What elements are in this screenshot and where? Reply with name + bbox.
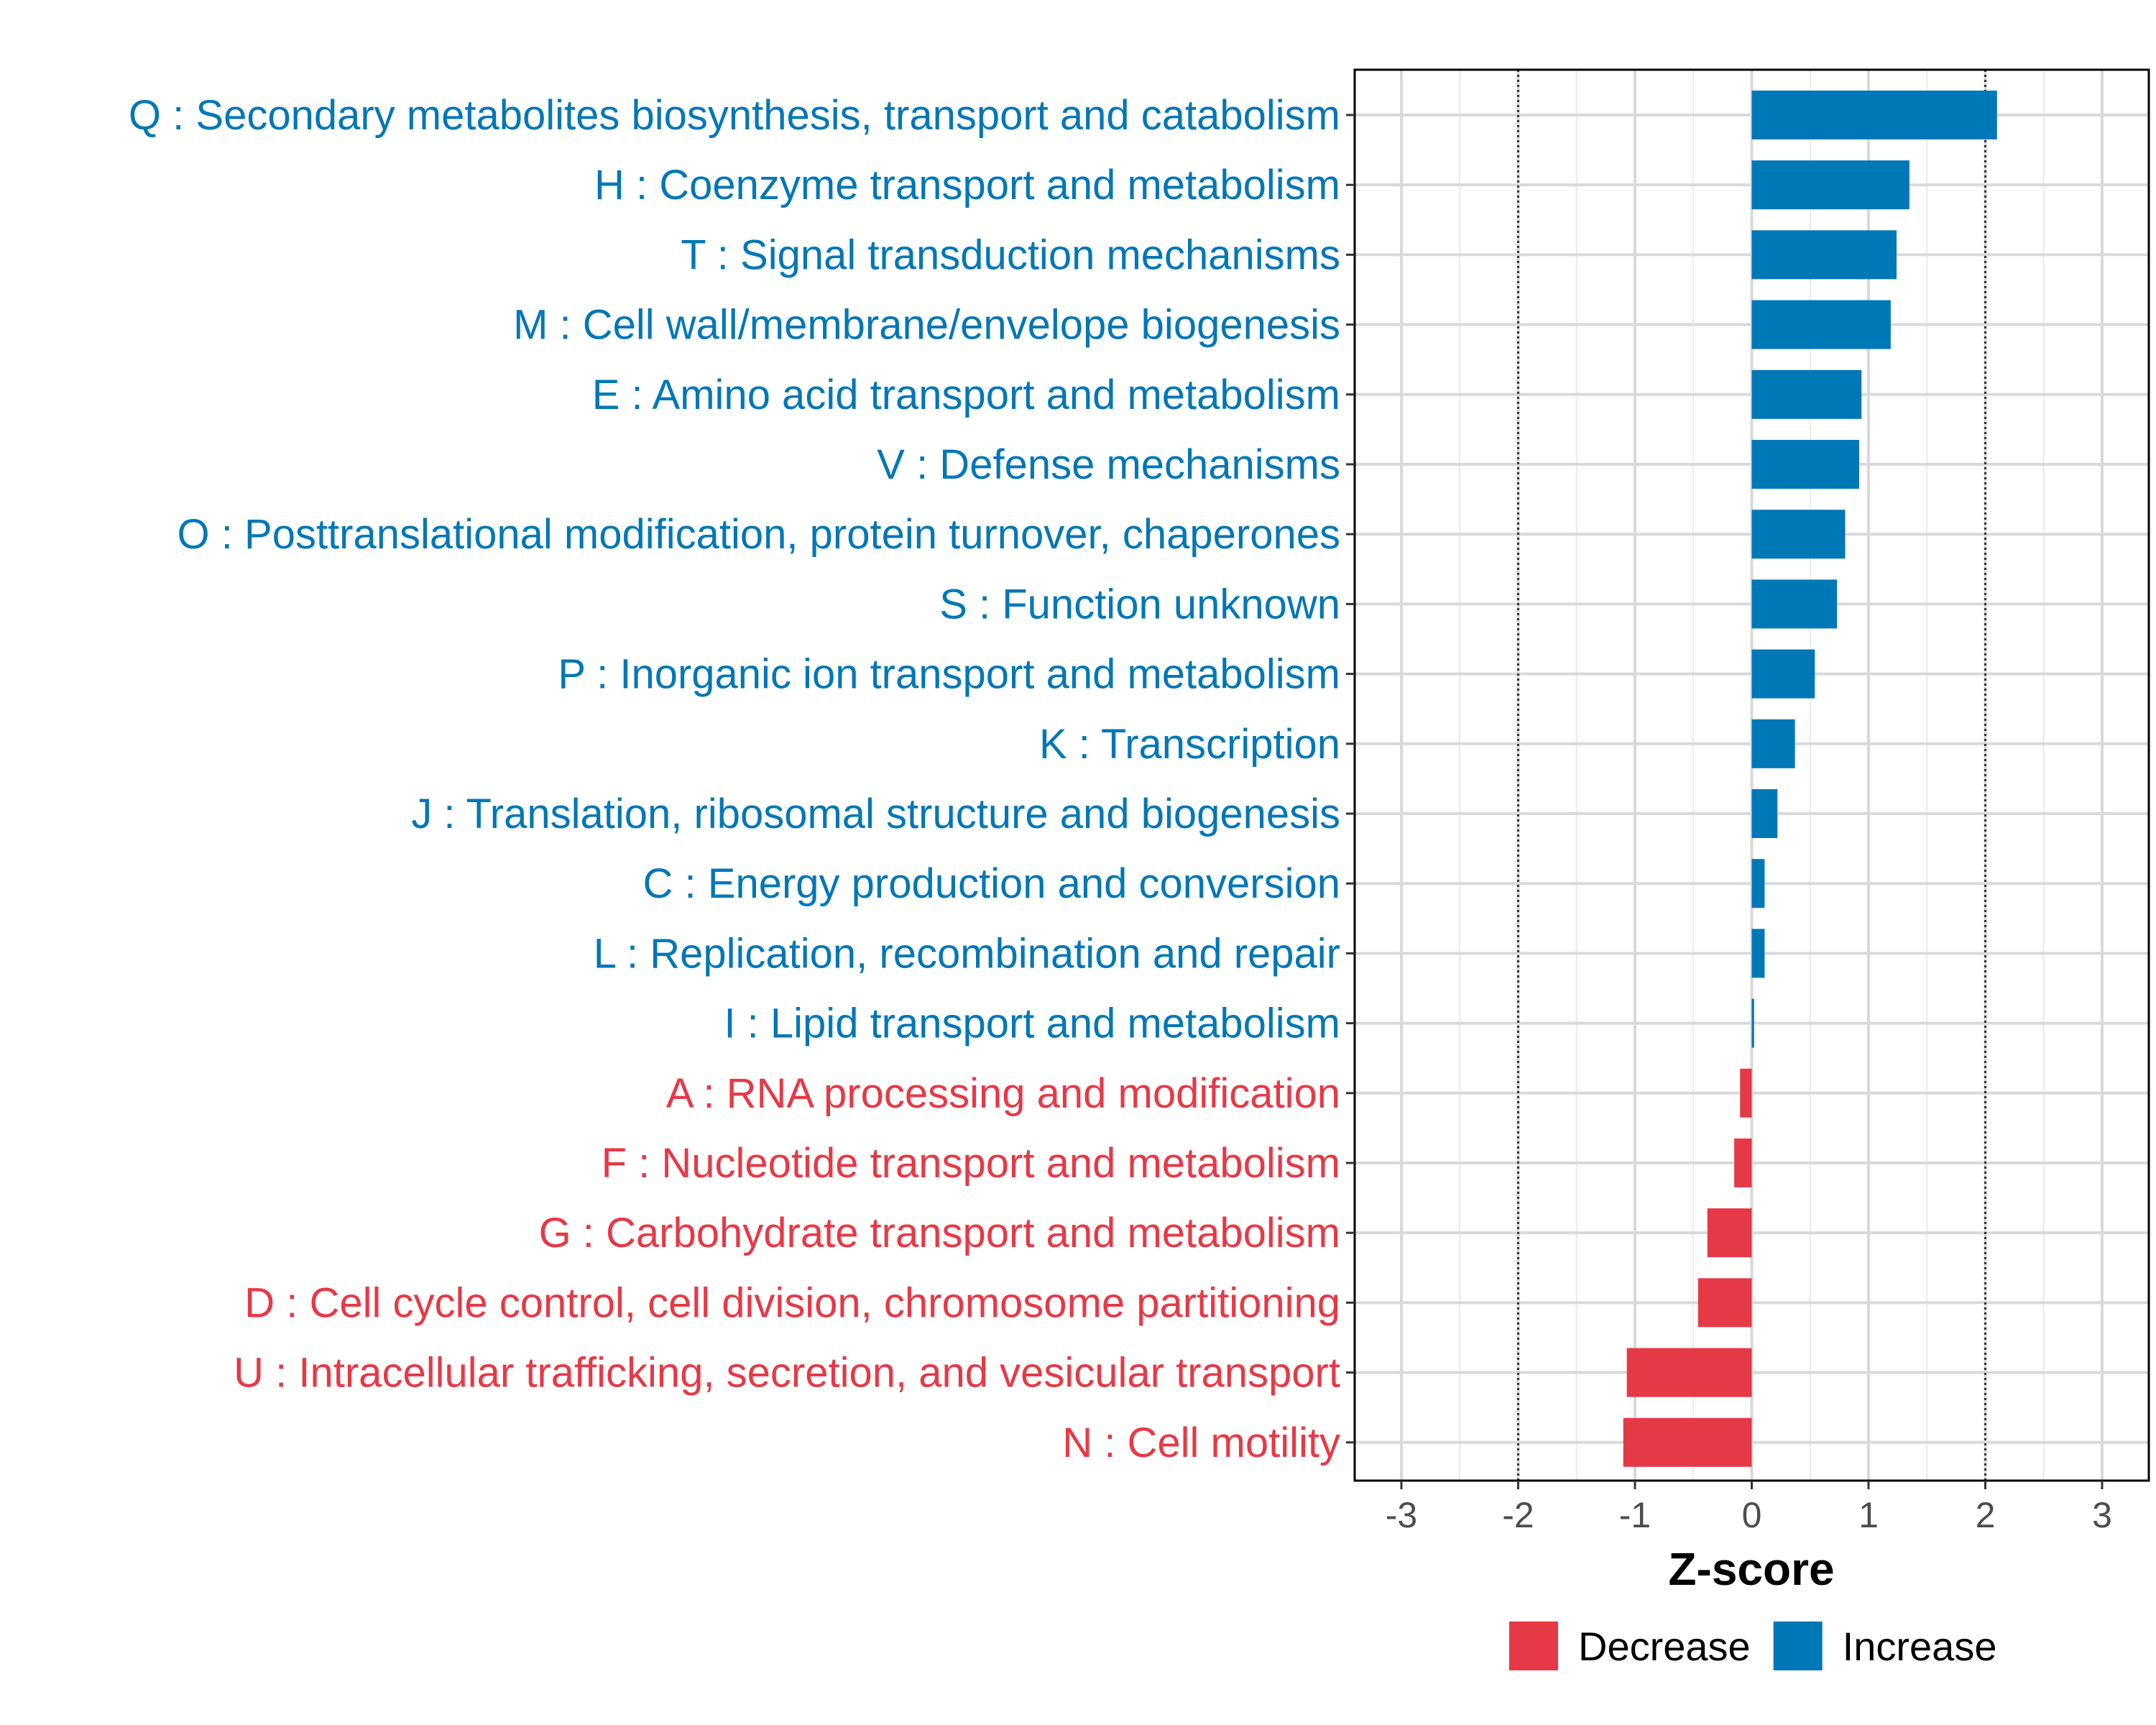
- bar: [1751, 579, 1838, 629]
- category-label: L : Replication, recombination and repai…: [594, 930, 1340, 977]
- category-label: C : Energy production and conversion: [643, 860, 1340, 907]
- bar: [1751, 929, 1765, 978]
- bar: [1751, 719, 1795, 768]
- category-label: F : Nucleotide transport and metabolism: [602, 1140, 1340, 1187]
- bar: [1734, 1138, 1752, 1187]
- category-label: K : Transcription: [1039, 721, 1340, 768]
- bar: [1751, 649, 1815, 699]
- bar: [1740, 1068, 1752, 1118]
- category-label: M : Cell wall/membrane/envelope biogenes…: [513, 302, 1340, 349]
- bar: [1751, 998, 1754, 1048]
- category-labels: Q : Secondary metabolites biosynthesis, …: [129, 92, 1340, 1466]
- category-label: D : Cell cycle control, cell division, c…: [244, 1279, 1340, 1326]
- category-label: P : Inorganic ion transport and metaboli…: [558, 651, 1340, 698]
- legend-label: Decrease: [1578, 1624, 1751, 1669]
- legend-label: Increase: [1843, 1624, 1997, 1669]
- category-label: J : Translation, ribosomal structure and…: [411, 791, 1340, 837]
- x-axis-title: Z-score: [1668, 1543, 1834, 1595]
- bar: [1751, 789, 1778, 838]
- bar: [1623, 1417, 1752, 1467]
- category-label: E : Amino acid transport and metabolism: [592, 372, 1340, 418]
- category-label: N : Cell motility: [1062, 1420, 1340, 1466]
- legend: Decrease Increase: [1509, 1622, 1996, 1670]
- bar: [1751, 859, 1765, 908]
- bar: [1707, 1208, 1752, 1258]
- bar: [1751, 230, 1897, 280]
- bars: [1623, 91, 1997, 1467]
- category-label: O : Posttranslational modification, prot…: [178, 511, 1340, 558]
- bar: [1751, 160, 1909, 210]
- category-label: T : Signal transduction mechanisms: [681, 231, 1340, 278]
- legend-swatch: [1773, 1622, 1823, 1670]
- bar: [1697, 1278, 1752, 1328]
- bar: [1751, 440, 1859, 489]
- bar: [1751, 510, 1846, 559]
- bar: [1751, 300, 1891, 349]
- category-label: A : RNA processing and modification: [666, 1070, 1340, 1117]
- legend-swatch: [1509, 1622, 1558, 1670]
- category-label: I : Lipid transport and metabolism: [724, 1000, 1340, 1047]
- y-axis-ticks: [1346, 114, 1355, 1444]
- category-label: G : Carbohydrate transport and metabolis…: [539, 1210, 1340, 1256]
- category-label: S : Function unknown: [939, 581, 1340, 627]
- x-tick-label: 3: [2092, 1495, 2112, 1535]
- x-tick-label: 0: [1742, 1495, 1762, 1535]
- bar: [1751, 91, 1997, 139]
- bar: [1626, 1348, 1752, 1397]
- x-tick-label: 1: [1858, 1495, 1879, 1535]
- category-label: H : Coenzyme transport and metabolism: [594, 162, 1340, 208]
- category-label: V : Defense mechanisms: [877, 441, 1340, 488]
- x-tick-label: -2: [1502, 1495, 1534, 1535]
- reference-lines: [1517, 70, 1986, 1481]
- bar: [1751, 369, 1862, 419]
- x-axis-ticks: -3 -2 -1 0 1 2 3: [1386, 1481, 2112, 1535]
- x-tick-label: -1: [1619, 1495, 1651, 1535]
- x-tick-label: 2: [1976, 1495, 1996, 1535]
- category-label: Q : Secondary metabolites biosynthesis, …: [129, 92, 1340, 139]
- category-label: U : Intracellular trafficking, secretion…: [234, 1350, 1340, 1397]
- x-tick-label: -3: [1386, 1495, 1417, 1535]
